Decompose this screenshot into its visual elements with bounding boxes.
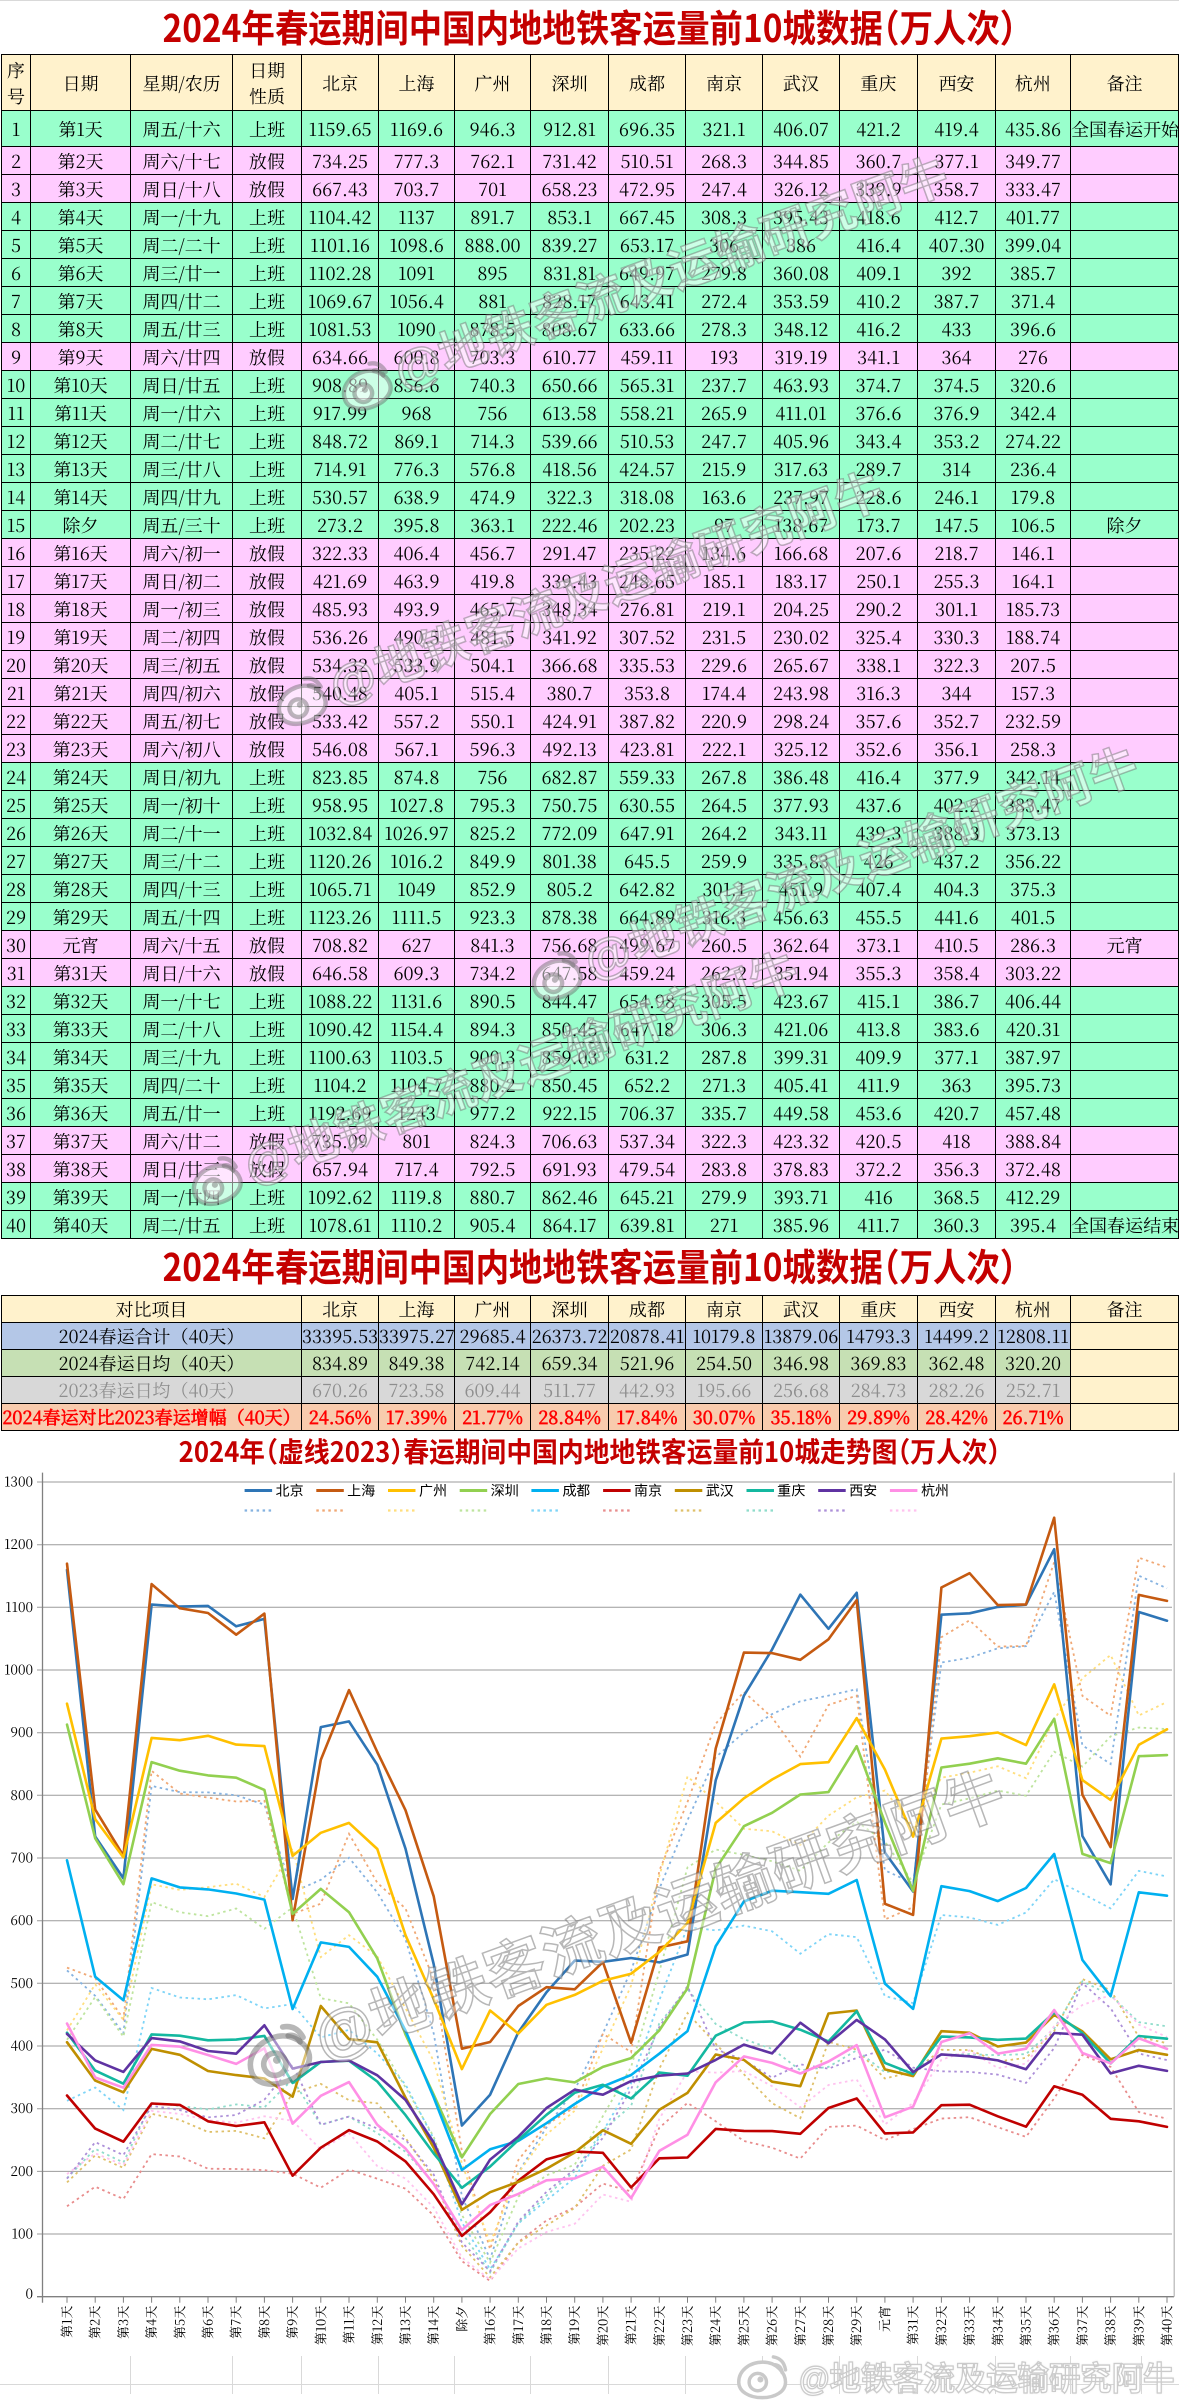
svg-text:第32天: 第32天 (931, 2306, 950, 2347)
svg-text:除夕: 除夕 (451, 2306, 470, 2332)
svg-text:第5天: 第5天 (169, 2306, 188, 2339)
svg-text:第24天: 第24天 (705, 2306, 724, 2346)
svg-text:1000: 1000 (4, 1659, 33, 1679)
svg-text:第25天: 第25天 (733, 2306, 752, 2347)
svg-text:南京: 南京 (634, 1481, 662, 1501)
svg-text:第21天: 第21天 (621, 2306, 640, 2345)
svg-text:1200: 1200 (4, 1533, 33, 1553)
svg-text:第11天: 第11天 (339, 2306, 358, 2344)
svg-text:第3天: 第3天 (113, 2306, 132, 2339)
svg-text:第27天: 第27天 (790, 2306, 809, 2346)
svg-text:北京: 北京 (276, 1481, 304, 1501)
svg-text:深圳: 深圳 (491, 1481, 519, 1501)
svg-text:第9天: 第9天 (282, 2306, 301, 2339)
svg-text:300: 300 (10, 2097, 33, 2117)
svg-text:上海: 上海 (347, 1481, 375, 1501)
svg-text:0: 0 (25, 2283, 33, 2303)
svg-text:第17天: 第17天 (508, 2306, 527, 2345)
svg-text:第4天: 第4天 (141, 2306, 160, 2339)
svg-text:第36天: 第36天 (1044, 2306, 1063, 2347)
svg-text:广州: 广州 (419, 1481, 447, 1501)
svg-text:第28天: 第28天 (818, 2306, 837, 2347)
svg-text:第12天: 第12天 (367, 2306, 386, 2345)
svg-text:元宵: 元宵 (874, 2306, 893, 2332)
svg-text:杭州: 杭州 (921, 1481, 949, 1501)
svg-text:400: 400 (10, 2035, 33, 2055)
svg-text:西安: 西安 (849, 1481, 877, 1501)
svg-text:100: 100 (12, 2223, 33, 2243)
svg-text:第1天: 第1天 (57, 2306, 76, 2338)
svg-text:第33天: 第33天 (959, 2306, 978, 2346)
svg-text:第16天: 第16天 (480, 2306, 499, 2345)
svg-text:1300: 1300 (4, 1471, 33, 1491)
svg-text:900: 900 (10, 1721, 33, 1741)
svg-text:第2天: 第2天 (85, 2306, 104, 2339)
svg-text:200: 200 (10, 2160, 33, 2180)
svg-text:1100: 1100 (5, 1596, 33, 1616)
svg-text:500: 500 (10, 1972, 33, 1992)
svg-text:第13天: 第13天 (395, 2306, 414, 2345)
svg-text:第37天: 第37天 (1072, 2306, 1091, 2346)
svg-text:第31天: 第31天 (903, 2306, 922, 2345)
svg-text:第29天: 第29天 (846, 2306, 865, 2347)
svg-text:第23天: 第23天 (677, 2306, 696, 2347)
svg-text:第18天: 第18天 (536, 2306, 555, 2345)
svg-text:第40天: 第40天 (1157, 2306, 1176, 2346)
svg-text:武汉: 武汉 (706, 1481, 734, 1501)
svg-text:重庆: 重庆 (778, 1481, 806, 1501)
svg-text:第39天: 第39天 (1128, 2306, 1147, 2347)
svg-text:第35天: 第35天 (1016, 2306, 1035, 2347)
svg-text:第20天: 第20天 (592, 2306, 611, 2347)
svg-text:第22天: 第22天 (649, 2306, 668, 2347)
svg-text:800: 800 (10, 1784, 33, 1804)
svg-text:第38天: 第38天 (1100, 2306, 1119, 2347)
svg-text:第14天: 第14天 (423, 2306, 442, 2345)
svg-text:第7天: 第7天 (226, 2306, 245, 2339)
svg-text:600: 600 (10, 1909, 33, 1929)
svg-text:成都: 成都 (562, 1481, 590, 1501)
svg-text:第6天: 第6天 (198, 2306, 217, 2339)
svg-text:第19天: 第19天 (564, 2306, 583, 2345)
svg-text:第34天: 第34天 (987, 2306, 1006, 2346)
svg-text:700: 700 (11, 1847, 33, 1867)
svg-text:第26天: 第26天 (762, 2306, 781, 2347)
svg-text:第10天: 第10天 (310, 2306, 329, 2345)
svg-text:第8天: 第8天 (254, 2306, 273, 2339)
